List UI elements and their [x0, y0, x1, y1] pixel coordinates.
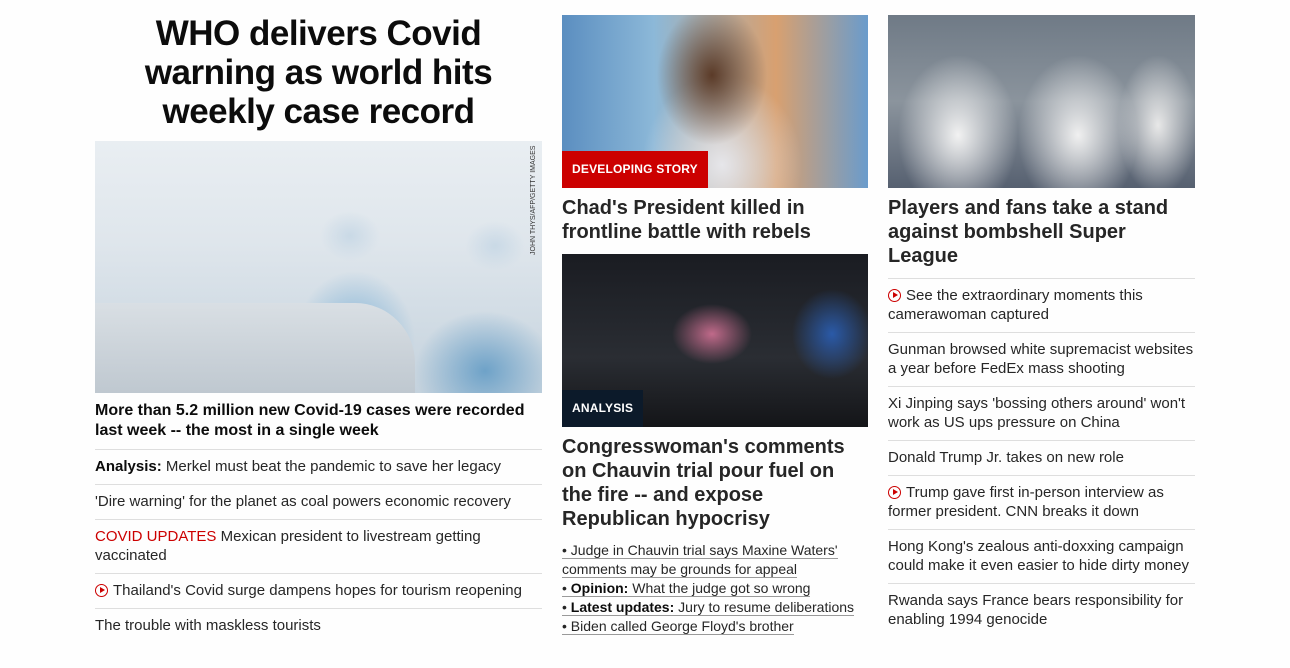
lead-image-hospital[interactable]: JOHN THYS/AFP/GETTY IMAGES: [95, 141, 542, 393]
item-text: 'Dire warning' for the planet as coal po…: [95, 493, 511, 510]
list-item[interactable]: Xi Jinping says 'bossing others around' …: [888, 387, 1195, 441]
play-circle-icon: [888, 486, 901, 499]
players-image[interactable]: [888, 15, 1195, 188]
bullet-text: Biden called George Floyd's brother: [570, 618, 794, 634]
list-item[interactable]: Thailand's Covid surge dampens hopes for…: [95, 574, 542, 609]
list-item[interactable]: Donald Trump Jr. takes on new role: [888, 441, 1195, 476]
bullet-link[interactable]: • Biden called George Floyd's brother: [562, 618, 794, 635]
item-text: Xi Jinping says 'bossing others around' …: [888, 395, 1186, 431]
covid-updates-label: COVID UPDATES: [95, 528, 217, 545]
bullet-text: Jury to resume deliberations: [674, 599, 855, 615]
list-item[interactable]: See the extraordinary moments this camer…: [888, 279, 1195, 333]
bullet-link[interactable]: • Opinion: What the judge got so wrong: [562, 580, 811, 597]
item-prefix: Analysis:: [95, 458, 162, 475]
lead-column: WHO delivers Covid warning as world hits…: [95, 0, 542, 643]
bullet-link[interactable]: • Judge in Chauvin trial says Maxine Wat…: [562, 542, 838, 578]
bullet-prefix: Latest updates:: [570, 599, 675, 615]
image-credit: JOHN THYS/AFP/GETTY IMAGES: [530, 145, 537, 255]
item-text: Rwanda says France bears responsibility …: [888, 592, 1184, 628]
list-item[interactable]: Analysis: Merkel must beat the pandemic …: [95, 450, 542, 485]
chad-president-image[interactable]: DEVELOPING STORY: [562, 15, 868, 188]
lead-related-list: Analysis: Merkel must beat the pandemic …: [95, 449, 542, 643]
congresswoman-headline[interactable]: Congresswoman's comments on Chauvin tria…: [562, 436, 845, 530]
bullet-prefix: Opinion:: [570, 580, 629, 596]
list-item[interactable]: Hong Kong's zealous anti-doxxing campaig…: [888, 530, 1195, 584]
super-league-headline[interactable]: Players and fans take a stand against bo…: [888, 197, 1169, 267]
item-text: Hong Kong's zealous anti-doxxing campaig…: [888, 538, 1189, 574]
bullet-link[interactable]: • Latest updates: Jury to resume deliber…: [562, 599, 855, 616]
congresswoman-image[interactable]: ANALYSIS: [562, 254, 868, 427]
list-item[interactable]: Trump gave first in-person interview as …: [888, 476, 1195, 530]
item-text: Merkel must beat the pandemic to save he…: [161, 458, 502, 475]
lead-headline[interactable]: WHO delivers Covid warning as world hits…: [144, 14, 493, 131]
list-item[interactable]: Gunman browsed white supremacist website…: [888, 333, 1195, 387]
item-text: Donald Trump Jr. takes on new role: [888, 449, 1124, 466]
right-column: Players and fans take a stand against bo…: [888, 0, 1195, 637]
list-item[interactable]: 'Dire warning' for the planet as coal po…: [95, 485, 542, 520]
bullet-text: What the judge got so wrong: [628, 580, 811, 596]
bullet-text: Judge in Chauvin trial says Maxine Water…: [562, 542, 838, 577]
item-text: See the extraordinary moments this camer…: [888, 287, 1143, 323]
right-related-list: See the extraordinary moments this camer…: [888, 278, 1195, 637]
chad-headline[interactable]: Chad's President killed in frontline bat…: [562, 197, 811, 243]
item-text: The trouble with maskless tourists: [95, 617, 321, 634]
analysis-tag: ANALYSIS: [562, 390, 644, 427]
list-item[interactable]: COVID UPDATES Mexican president to lives…: [95, 520, 542, 574]
list-item[interactable]: Rwanda says France bears responsibility …: [888, 584, 1195, 637]
middle-column: DEVELOPING STORY Chad's President killed…: [562, 0, 868, 636]
related-bullets: • Judge in Chauvin trial says Maxine Wat…: [562, 541, 868, 636]
play-circle-icon: [888, 289, 901, 302]
item-text: Thailand's Covid surge dampens hopes for…: [113, 582, 522, 599]
lead-sub-headline[interactable]: More than 5.2 million new Covid-19 cases…: [95, 402, 525, 439]
item-text: Gunman browsed white supremacist website…: [888, 341, 1194, 377]
list-item[interactable]: The trouble with maskless tourists: [95, 609, 542, 643]
hospital-bed-shape: [95, 303, 415, 393]
play-circle-icon: [95, 584, 108, 597]
item-text: Mexican president to livestream getting …: [95, 528, 481, 564]
developing-story-tag: DEVELOPING STORY: [562, 151, 708, 188]
item-text: Trump gave first in-person interview as …: [888, 484, 1164, 520]
